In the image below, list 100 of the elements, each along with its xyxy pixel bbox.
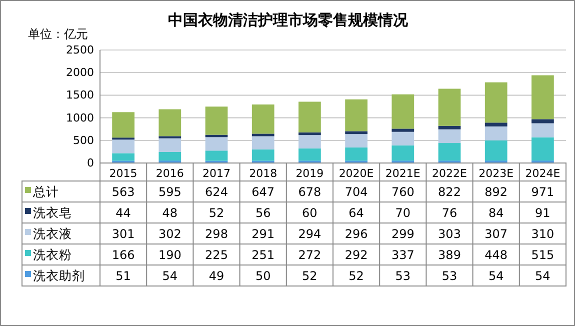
- bar: [532, 119, 554, 124]
- bar: [438, 129, 461, 144]
- data-label: 310: [531, 227, 554, 241]
- bar: [112, 112, 134, 138]
- data-label: 50: [255, 269, 271, 283]
- bar: [484, 82, 508, 123]
- data-label: 44: [116, 206, 131, 220]
- data-label: 299: [391, 227, 414, 241]
- data-label: 595: [158, 185, 182, 199]
- bar: [392, 128, 414, 132]
- data-label: 251: [252, 248, 275, 262]
- bar: [345, 131, 368, 134]
- bar: [205, 106, 228, 135]
- data-label: 515: [531, 248, 554, 262]
- data-label: 272: [298, 248, 322, 262]
- data-label: 760: [391, 185, 414, 199]
- bar: [392, 132, 414, 146]
- bar: [252, 136, 274, 150]
- y-tick-label: 2000: [66, 66, 94, 80]
- bar: [158, 138, 182, 152]
- data-label: 53: [395, 269, 411, 283]
- data-label: 49: [208, 269, 224, 283]
- data-label: 60: [302, 206, 318, 220]
- y-axis-title: 单位：亿元: [28, 27, 88, 41]
- bar: [484, 140, 508, 161]
- x-tick-label: 2024E: [525, 167, 560, 180]
- bar: [298, 148, 321, 161]
- data-label: 190: [158, 248, 182, 262]
- bar: [205, 137, 228, 151]
- x-tick-label: 2015: [109, 167, 138, 180]
- data-label: 52: [302, 269, 318, 283]
- data-label: 54: [535, 269, 550, 283]
- data-label: 704: [344, 185, 368, 199]
- x-tick-label: 2017: [202, 167, 230, 180]
- data-label: 225: [205, 248, 228, 262]
- legend-label: 洗衣液: [33, 226, 72, 241]
- bar: [345, 134, 368, 148]
- bar: [392, 94, 414, 129]
- x-tick-label: 2020E: [338, 167, 374, 180]
- bar: [112, 153, 134, 161]
- bar: [158, 109, 182, 136]
- data-label: 51: [116, 269, 131, 283]
- data-label: 48: [162, 206, 178, 220]
- x-tick-label: 2022E: [432, 167, 468, 180]
- bar: [392, 145, 414, 161]
- bar: [438, 126, 461, 130]
- data-label: 53: [442, 269, 458, 283]
- data-label: 301: [112, 227, 135, 241]
- bar: [298, 135, 321, 148]
- data-label: 307: [484, 227, 508, 241]
- bar: [298, 132, 321, 136]
- bar: [438, 88, 461, 126]
- x-tick-label: 2018: [249, 167, 278, 180]
- legend-label: 洗衣助剂: [33, 268, 85, 283]
- data-label: 298: [205, 227, 228, 241]
- data-label: 971: [531, 185, 554, 199]
- data-label: 70: [395, 206, 411, 220]
- data-label: 302: [158, 227, 182, 241]
- bar: [252, 149, 274, 161]
- data-label: 56: [255, 206, 271, 220]
- data-label: 292: [344, 248, 368, 262]
- data-label: 822: [438, 185, 461, 199]
- data-label: 389: [438, 248, 461, 262]
- data-label: 91: [535, 206, 550, 220]
- bar: [298, 102, 321, 132]
- data-label: 624: [205, 185, 228, 199]
- data-label: 64: [348, 206, 364, 220]
- data-label: 52: [348, 269, 364, 283]
- bar: [252, 104, 274, 134]
- data-label: 84: [488, 206, 504, 220]
- bar: [438, 143, 461, 161]
- y-tick-label: 2500: [66, 44, 94, 57]
- data-label: 52: [208, 206, 224, 220]
- y-tick-label: 1500: [66, 88, 94, 102]
- data-label: 54: [488, 269, 504, 283]
- bar: [532, 75, 554, 120]
- data-label: 563: [112, 185, 135, 199]
- data-label: 54: [162, 269, 178, 283]
- bar: [112, 140, 134, 154]
- y-tick-label: 500: [73, 134, 94, 147]
- data-label: 294: [298, 227, 322, 241]
- bar: [345, 99, 368, 132]
- data-label: 296: [344, 227, 368, 241]
- bar: [205, 150, 228, 161]
- data-label: 337: [391, 248, 414, 262]
- bar: [532, 137, 554, 161]
- bar: [158, 152, 182, 161]
- legend-label: 总计: [32, 184, 59, 199]
- bar: [252, 134, 274, 136]
- bar: [532, 123, 554, 138]
- data-label: 647: [252, 185, 275, 199]
- data-label: 303: [438, 227, 461, 241]
- x-tick-label: 2016: [156, 167, 184, 180]
- x-tick-label: 2019: [296, 167, 324, 180]
- legend-label: 洗衣粉: [33, 247, 72, 262]
- data-label: 166: [112, 248, 135, 262]
- data-label: 892: [484, 185, 508, 199]
- bar: [484, 126, 508, 140]
- legend-label: 洗衣皂: [33, 205, 72, 220]
- y-tick-label: 1000: [66, 111, 94, 124]
